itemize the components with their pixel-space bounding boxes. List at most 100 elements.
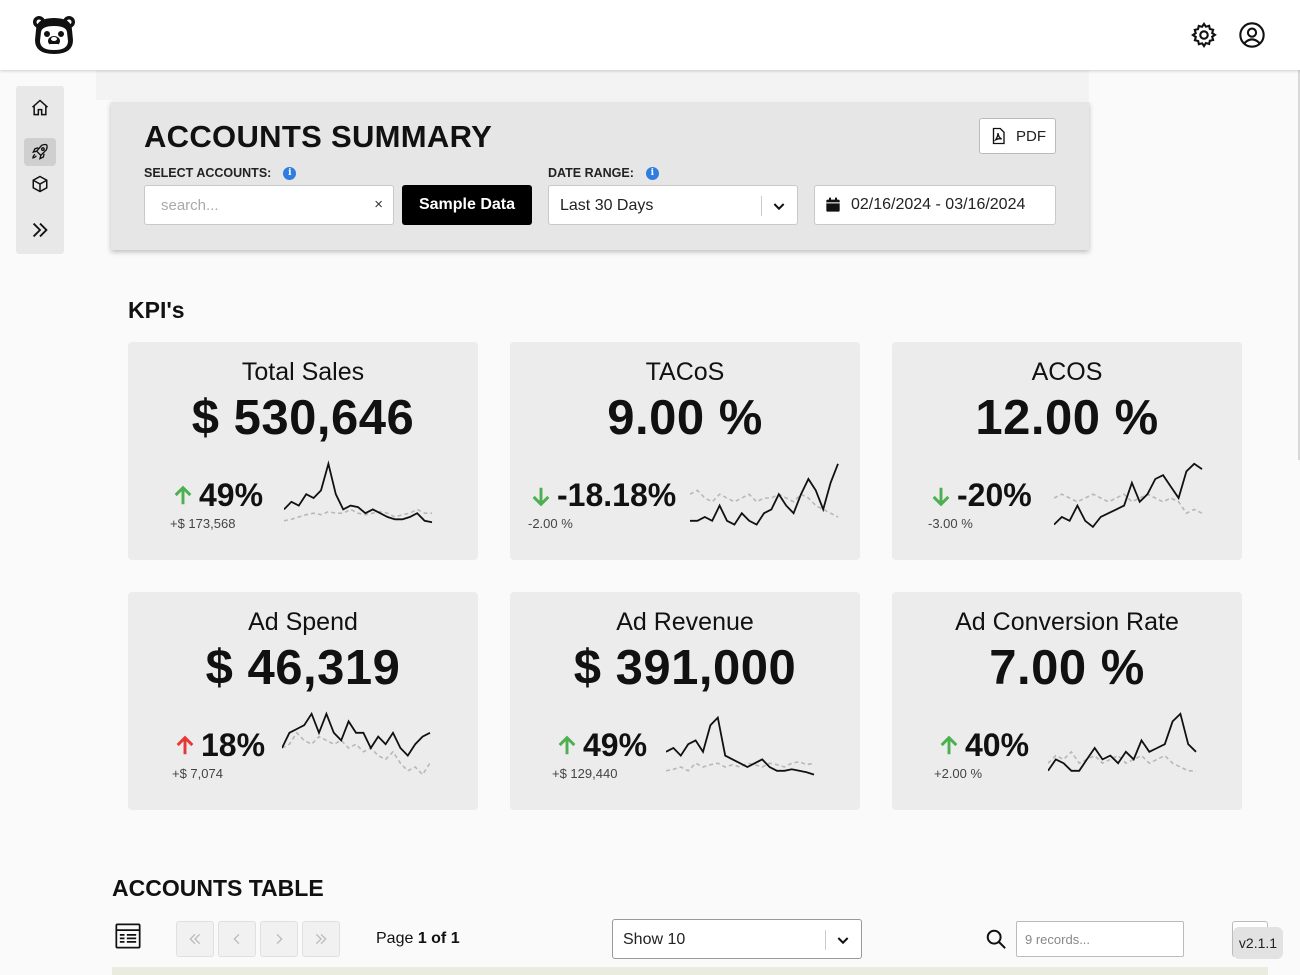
arrow-up-icon <box>558 735 576 754</box>
first-page-button[interactable] <box>176 921 214 957</box>
search-icon[interactable] <box>985 928 1007 955</box>
home-icon <box>32 99 48 116</box>
page-size-value: Show 10 <box>623 931 686 948</box>
clear-icon[interactable]: × <box>374 196 383 213</box>
date-range-select[interactable]: Last 30 Days <box>548 185 798 225</box>
table-header-row <box>112 967 1268 975</box>
sparkline-current-period <box>690 463 839 526</box>
date-value: 02/16/2024 - 03/16/2024 <box>851 196 1026 213</box>
pdf-file-icon <box>992 127 1005 145</box>
double-chevron-right-icon <box>315 933 327 945</box>
kpi-change: 49% <box>172 477 263 514</box>
accounts-table-title: ACCOUNTS TABLE <box>112 875 324 901</box>
arrow-up-icon <box>940 735 958 754</box>
records-search-input[interactable] <box>1016 921 1184 957</box>
chevron-down-icon <box>837 937 849 945</box>
sidebar <box>16 86 64 254</box>
kpi-title: Total Sales <box>241 358 365 386</box>
select-accounts-label: SELECT ACCOUNTS: i <box>144 166 297 180</box>
info-icon[interactable]: i <box>645 166 659 180</box>
sparkline-current-period <box>666 715 815 776</box>
sidebar-item-rocket[interactable] <box>24 138 56 166</box>
kpi-title: ACOS <box>1031 358 1103 386</box>
accounts-search-field: × <box>144 185 394 225</box>
kpi-title: Ad Conversion Rate <box>955 608 1179 636</box>
sidebar-item-box[interactable] <box>24 170 56 198</box>
sparkline-current-period <box>284 460 433 524</box>
arrow-down-icon <box>932 487 950 506</box>
kpi-value: 7.00 % <box>989 641 1145 695</box>
sparkline-previous-period <box>690 489 839 518</box>
sparkline-current-period <box>1054 462 1203 529</box>
kpi-section-title: KPI's <box>128 297 185 323</box>
kpi-sparkline <box>284 460 433 524</box>
double-chevron-left-icon <box>189 933 201 945</box>
kpi-value: $ 46,319 <box>205 641 401 695</box>
page-indicator: Page 1 of 1 <box>376 930 460 947</box>
sparkline-current-period <box>282 711 431 758</box>
chevron-right-icon <box>276 933 283 945</box>
table-view-icon[interactable] <box>114 922 142 955</box>
kpi-value: 12.00 % <box>975 391 1159 445</box>
kpi-value: $ 391,000 <box>573 641 797 695</box>
kpi-title: TACoS <box>645 358 725 386</box>
kpi-value: 9.00 % <box>607 391 763 445</box>
accounts-summary-panel: ACCOUNTS SUMMARY PDF SELECT ACCOUNTS: i … <box>111 102 1089 250</box>
date-range-value: Last 30 Days <box>560 197 654 214</box>
sparkline-previous-period <box>282 731 431 776</box>
double-chevron-right-icon <box>32 222 48 238</box>
arrow-down-icon <box>532 487 550 506</box>
sample-data-button[interactable]: Sample Data <box>402 185 532 225</box>
scrollbar[interactable] <box>1298 70 1300 460</box>
kpi-sparkline <box>1054 462 1203 529</box>
chevron-left-icon <box>233 933 240 945</box>
last-page-button[interactable] <box>302 921 340 957</box>
kpi-title: Ad Revenue <box>616 608 754 636</box>
rocket-icon <box>32 143 48 160</box>
kpi-card: ACOS 12.00 % -20% -3.00 % <box>892 342 1242 560</box>
user-circle-icon[interactable] <box>1237 20 1267 50</box>
kpi-change-value: -18.18% <box>557 477 677 513</box>
bear-logo[interactable] <box>31 14 77 56</box>
info-icon[interactable]: i <box>283 166 297 180</box>
arrow-up-icon <box>174 485 192 504</box>
date-range-label: DATE RANGE: i <box>548 166 659 180</box>
kpi-title: Ad Spend <box>248 608 358 636</box>
chevron-down-icon <box>773 203 785 211</box>
kpi-change: -20% <box>930 477 1032 514</box>
kpi-sparkline <box>282 711 431 776</box>
kpi-change-value: 49% <box>583 727 648 763</box>
summary-backdrop <box>96 70 1089 100</box>
page-size-select[interactable]: Show 10 <box>612 919 862 959</box>
kpi-change: 18% <box>174 727 265 764</box>
kpi-change-value: 40% <box>965 727 1030 763</box>
kpi-change-sub: +$ 129,440 <box>552 766 618 781</box>
sidebar-item-home[interactable] <box>24 94 56 122</box>
kpi-card: Ad Revenue $ 391,000 49% +$ 129,440 <box>510 592 860 810</box>
prev-page-button[interactable] <box>218 921 256 957</box>
pdf-button[interactable]: PDF <box>979 118 1056 154</box>
date-picker[interactable]: 02/16/2024 - 03/16/2024 <box>814 185 1056 225</box>
kpi-change: 40% <box>938 727 1029 764</box>
kpi-card: Ad Conversion Rate 7.00 % 40% +2.00 % <box>892 592 1242 810</box>
calendar-icon <box>826 197 840 212</box>
select-divider <box>761 196 762 216</box>
kpi-card: Ad Spend $ 46,319 18% +$ 7,074 <box>128 592 478 810</box>
pdf-label: PDF <box>1016 127 1046 145</box>
kpi-change-sub: +2.00 % <box>934 766 983 781</box>
arrow-up-icon <box>176 735 194 754</box>
sidebar-expand[interactable] <box>24 216 56 244</box>
sparkline-previous-period <box>666 760 815 772</box>
accounts-search-input[interactable] <box>145 186 355 224</box>
kpi-sparkline <box>690 463 839 526</box>
kpi-change-value: -20% <box>957 477 1032 513</box>
kpi-change-sub: +$ 7,074 <box>172 766 223 781</box>
next-page-button[interactable] <box>260 921 298 957</box>
kpi-card: TACoS 9.00 % -18.18% -2.00 % <box>510 342 860 560</box>
gear-icon[interactable] <box>1189 20 1219 50</box>
sparkline-previous-period <box>284 508 432 522</box>
sparkline-current-period <box>1048 712 1197 772</box>
kpi-change: -18.18% <box>530 477 676 514</box>
kpi-sparkline <box>666 715 815 776</box>
kpi-sparkline <box>1048 712 1197 772</box>
